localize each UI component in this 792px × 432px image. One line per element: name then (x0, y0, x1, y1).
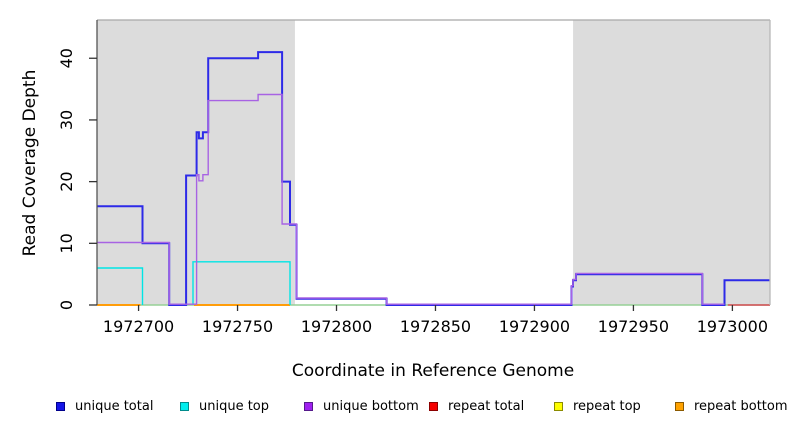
legend-item-unique-total: unique total (56, 397, 153, 415)
legend-item-unique-top: unique top (180, 397, 269, 415)
repeat-bottom-swatch-icon (675, 401, 684, 411)
x-axis-title: Coordinate in Reference Genome (291, 361, 575, 381)
legend-label: unique top (199, 398, 270, 414)
unique-top-swatch-icon (180, 401, 189, 411)
shaded-region (573, 20, 770, 305)
series-unique-top (192, 261, 291, 305)
x-tick-label: 1973000 (697, 317, 768, 336)
legend-item-repeat-total: repeat total (429, 397, 524, 415)
series-unique-top (97, 267, 144, 305)
legend-item-unique-bottom: unique bottom (304, 397, 419, 415)
x-tick-label: 1972850 (400, 317, 471, 336)
legend-label: repeat total (448, 398, 525, 414)
x-tick-label: 1972750 (202, 317, 273, 336)
legend-label: unique total (75, 398, 154, 414)
repeat-top-swatch-icon (554, 401, 563, 411)
x-tick-label: 1972700 (103, 317, 174, 336)
unique-total-swatch-icon (56, 401, 65, 411)
series-unique-bottom (97, 93, 725, 305)
repeat-total-swatch-icon (429, 401, 438, 411)
y-tick-label: 20 (57, 171, 76, 191)
y-tick-label: 10 (57, 233, 76, 253)
legend-label: repeat bottom (694, 398, 788, 414)
legend-item-repeat-top: repeat top (554, 397, 641, 415)
x-tick-label: 1972950 (598, 317, 669, 336)
legend-label: repeat top (573, 398, 641, 414)
y-axis-title: Read Coverage Depth (20, 69, 40, 257)
legend-label: unique bottom (323, 398, 419, 414)
unique-bottom-swatch-icon (304, 401, 313, 411)
y-tick-label: 40 (57, 48, 76, 68)
legend-item-repeat-bottom: repeat bottom (675, 397, 788, 415)
x-tick-label: 1972800 (301, 317, 372, 336)
y-tick-label: 0 (57, 300, 76, 310)
x-tick-label: 1972900 (499, 317, 570, 336)
y-tick-label: 30 (57, 110, 76, 130)
